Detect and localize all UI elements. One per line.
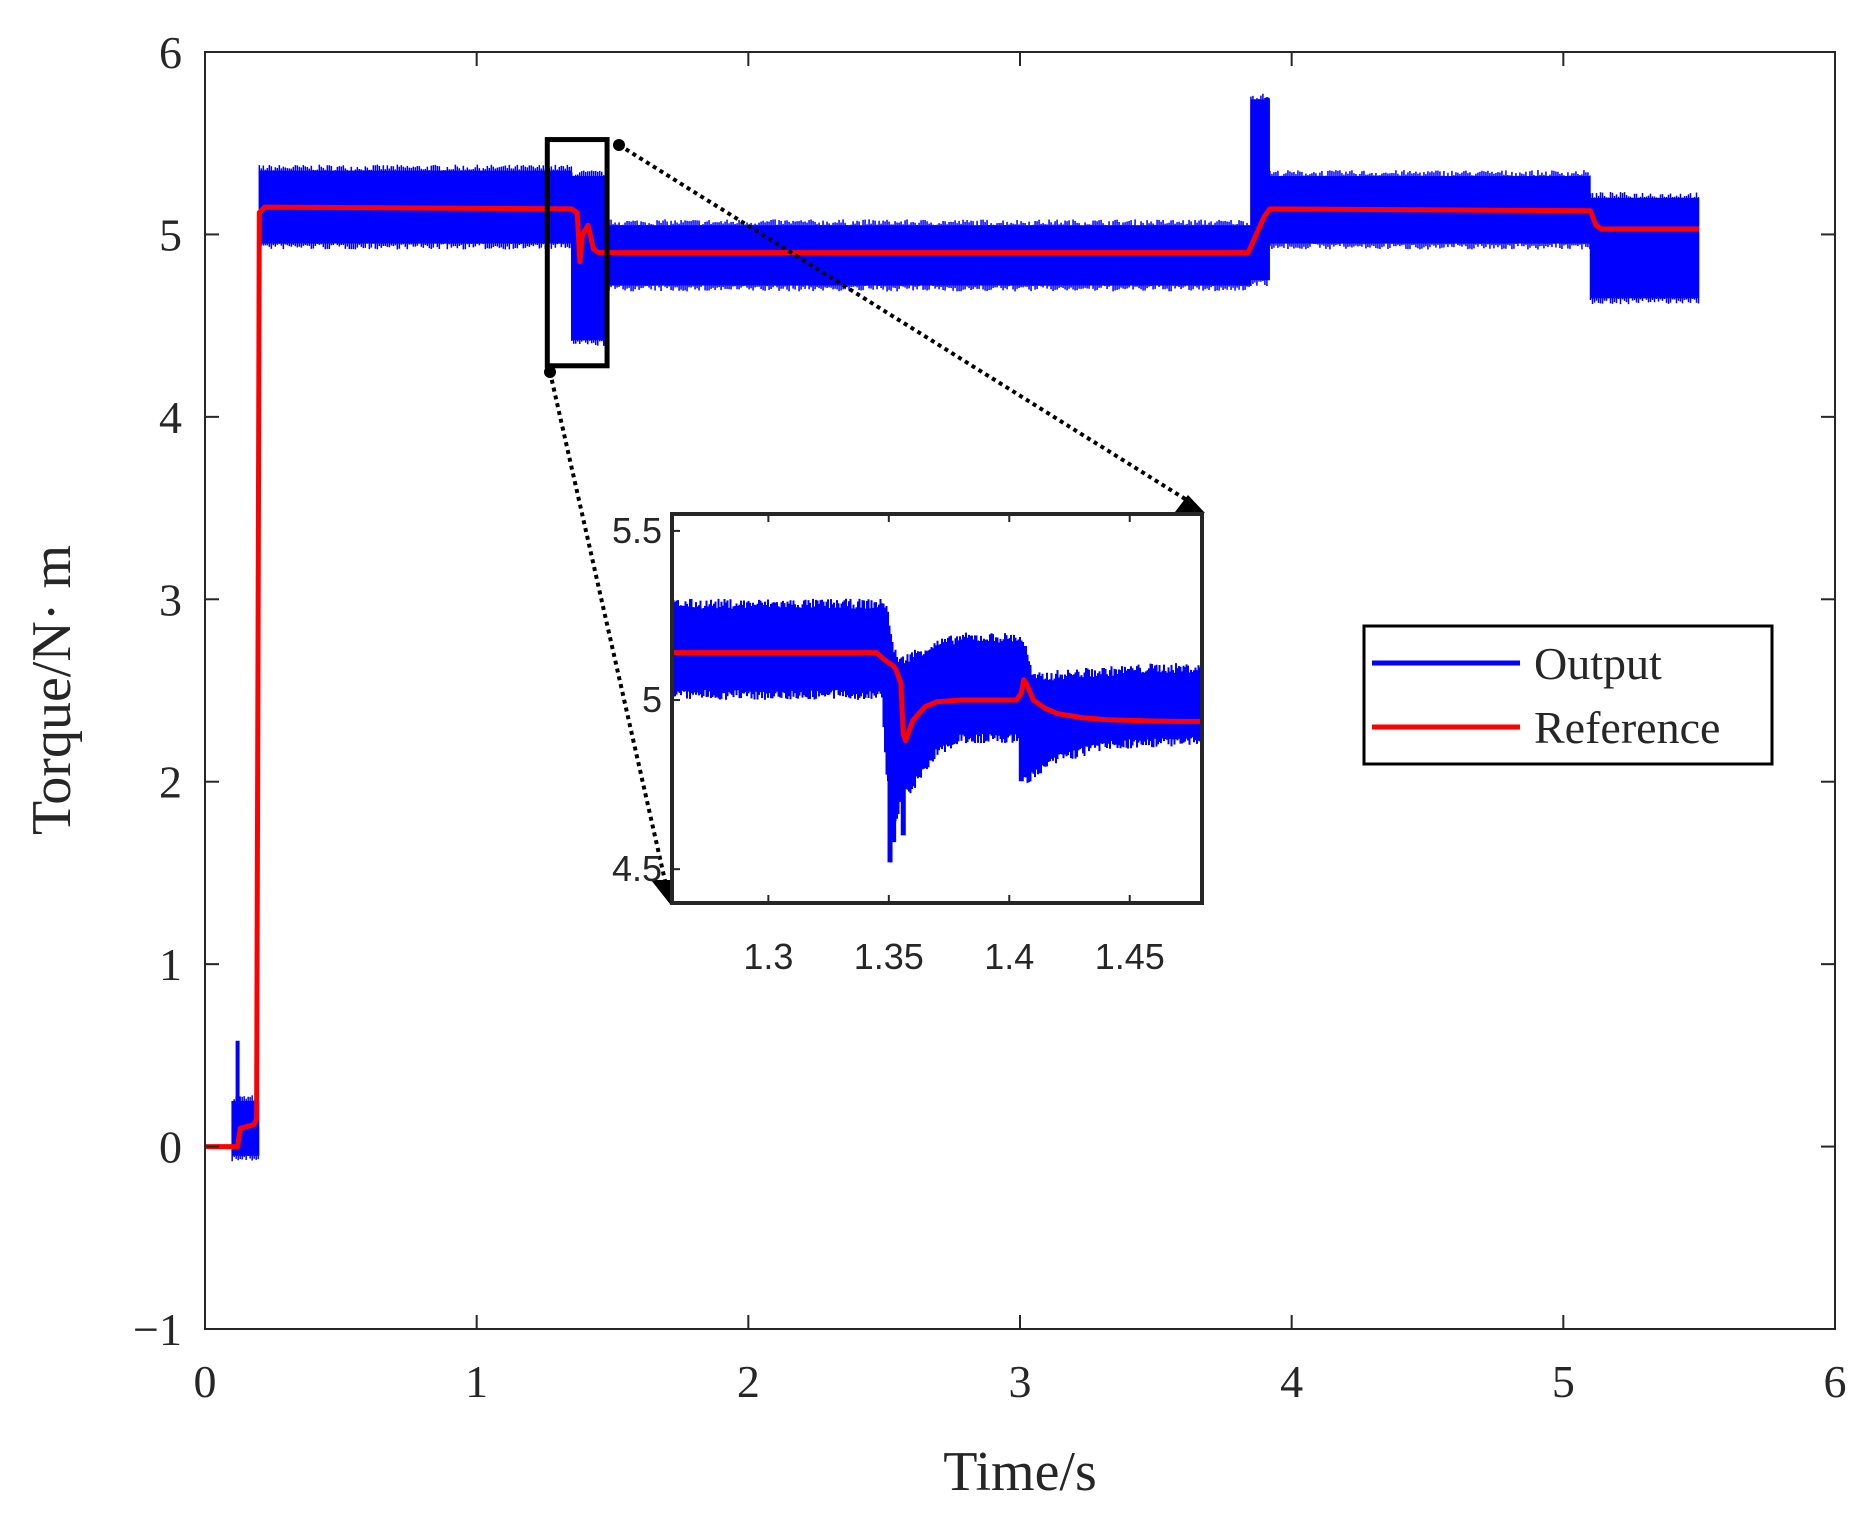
inset-output-band <box>672 598 1202 832</box>
arrowhead <box>1175 495 1205 513</box>
inset-plot-data <box>672 598 1202 863</box>
inset-axes-frame <box>670 512 1204 905</box>
inset-y-tick-label: 4.5 <box>612 848 662 889</box>
inset-x-tick-label: 1.45 <box>1095 936 1165 977</box>
reference-line <box>205 204 1700 1150</box>
x-tick-label: 3 <box>1009 1356 1032 1407</box>
zoom-arrow <box>617 143 1192 504</box>
y-tick-label: 3 <box>159 574 182 625</box>
inset-x-tick-label: 1.3 <box>743 936 793 977</box>
inset-x-tick-label: 1.35 <box>854 936 924 977</box>
x-tick-label: 4 <box>1280 1356 1303 1407</box>
y-tick-label: 4 <box>159 392 182 443</box>
y-tick-label: 2 <box>159 757 182 808</box>
inset-y-tick-label: 5.5 <box>612 510 662 551</box>
y-tick-label: 0 <box>159 1122 182 1173</box>
y-tick-label: 1 <box>159 939 182 990</box>
x-tick-label: 1 <box>465 1356 488 1407</box>
arrow-tail-dot <box>544 366 556 378</box>
x-tick-label: 6 <box>1824 1356 1847 1407</box>
inset-reference-line <box>672 650 1202 744</box>
y-tick-label: −1 <box>133 1304 182 1355</box>
legend-box <box>1362 624 1774 766</box>
legend[interactable]: Output Reference <box>1362 624 1774 766</box>
main-plot-data <box>205 93 1700 1162</box>
arrow-tail-dot <box>613 139 625 151</box>
legend-label-output: Output <box>1534 638 1662 689</box>
inset-ticks <box>672 514 1131 903</box>
x-tick-label: 2 <box>737 1356 760 1407</box>
inset-y-tick-labels: 4.5 5 5.5 <box>612 510 662 889</box>
main-y-tick-labels: −1 0 1 2 3 4 5 6 <box>133 27 182 1355</box>
x-axis-label: Time/s <box>943 1441 1097 1503</box>
x-tick-label: 0 <box>194 1356 217 1407</box>
zoom-box <box>544 137 610 369</box>
inset-x-tick-label: 1.4 <box>984 936 1034 977</box>
x-tick-label: 5 <box>1552 1356 1575 1407</box>
main-ticks <box>204 51 1836 1330</box>
inset-x-tick-labels: 1.3 1.35 1.4 1.45 <box>743 936 1164 977</box>
y-axis-label: Torque/N· m <box>21 545 83 835</box>
inset-y-tick-label: 5 <box>642 679 662 720</box>
main-x-tick-labels: 0 1 2 3 4 5 6 <box>194 1356 1847 1407</box>
output-band-noise <box>1250 93 1270 286</box>
output-band-noise <box>1589 192 1700 305</box>
legend-label-reference: Reference <box>1534 702 1720 753</box>
y-tick-label: 6 <box>159 27 182 78</box>
y-tick-label: 5 <box>159 209 182 260</box>
